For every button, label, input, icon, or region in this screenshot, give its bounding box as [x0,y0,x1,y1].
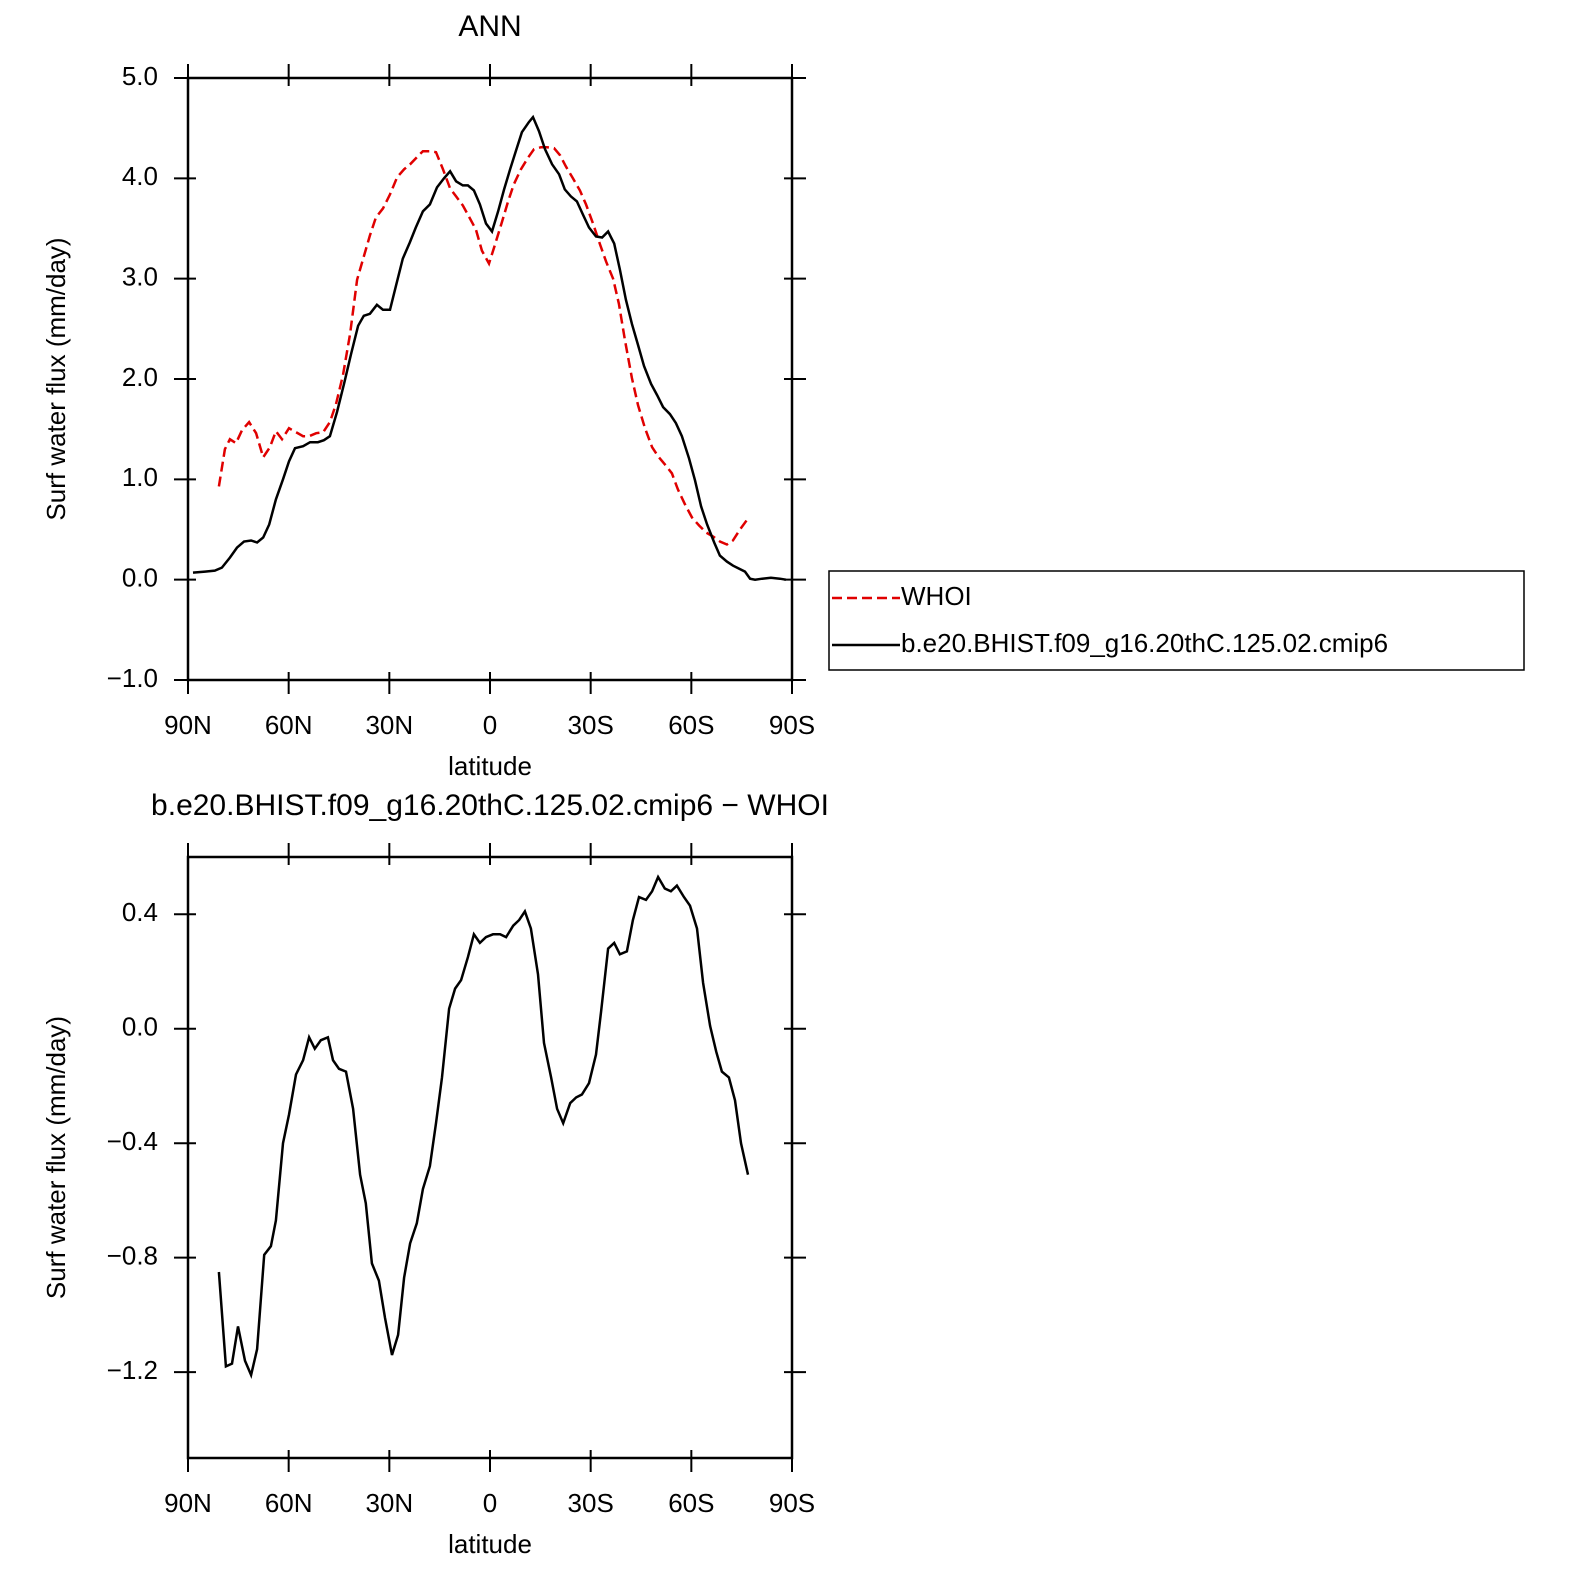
chart-title: b.e20.BHIST.f09_g16.20thC.125.02.cmip6 −… [151,789,829,822]
chart-title: ANN [458,10,521,43]
y-tick-label: 1.0 [122,462,158,492]
x-tick-label: 90S [769,1488,815,1518]
y-tick-label: 5.0 [122,61,158,91]
plot-frame [186,76,794,682]
y-tick-label: −1.0 [107,663,158,693]
data-line [192,114,787,581]
x-tick-label: 90N [164,1488,212,1518]
data-line [217,874,750,1380]
x-tick-label: 60N [265,710,313,740]
x-tick-label: 90S [769,710,815,740]
y-axis-label: Surf water flux (mm/day) [41,237,71,520]
y-tick-label: 0.0 [122,1012,158,1042]
x-axis-label: latitude [448,1529,532,1559]
y-tick-label: 2.0 [122,362,158,392]
y-tick-label: 3.0 [122,262,158,292]
y-tick-label: −0.8 [107,1241,158,1271]
plot-frame [186,855,794,1460]
x-tick-label: 30S [568,710,614,740]
y-tick-label: −0.4 [107,1126,158,1156]
y-tick-label: 0.0 [122,563,158,593]
y-axis-label: Surf water flux (mm/day) [41,1016,71,1299]
y-tick-label: −1.2 [107,1355,158,1385]
y-tick-label: 0.4 [122,897,158,927]
legend-label: b.e20.BHIST.f09_g16.20thC.125.02.cmip6 [901,628,1388,658]
legend-label: WHOI [901,581,972,611]
x-tick-label: 60S [668,1488,714,1518]
x-axis-label: latitude [448,751,532,781]
x-tick-label: 90N [164,710,212,740]
legend-box [828,570,1525,671]
y-tick-label: 4.0 [122,161,158,191]
x-tick-label: 60S [668,710,714,740]
x-tick-label: 30S [568,1488,614,1518]
x-tick-label: 0 [483,710,497,740]
x-tick-label: 30N [365,1488,413,1518]
x-tick-label: 30N [365,710,413,740]
x-tick-label: 0 [483,1488,497,1518]
x-tick-label: 60N [265,1488,313,1518]
data-line [217,145,750,546]
